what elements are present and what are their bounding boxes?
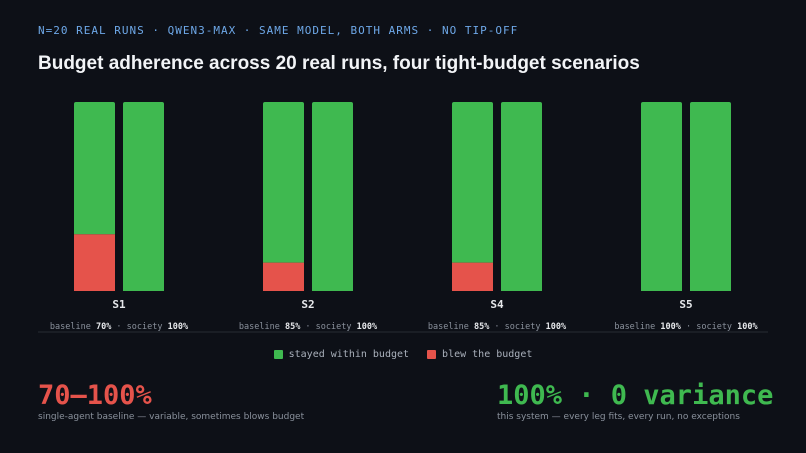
legend-label-blew: blew the budget bbox=[442, 349, 533, 360]
scenario-label-s2: S2 bbox=[301, 298, 314, 311]
scenario-note-s5: baseline 100% · society 100% bbox=[614, 322, 758, 332]
scenario-label-s4: S4 bbox=[490, 298, 504, 311]
s1-baseline-blew-bar bbox=[74, 234, 115, 291]
s2-society-within-bar bbox=[312, 102, 353, 291]
s4-baseline-within-bar bbox=[452, 102, 493, 263]
scenario-label-s1: S1 bbox=[112, 298, 126, 311]
scenario-label-s5: S5 bbox=[679, 298, 692, 311]
s2-baseline-within-bar bbox=[263, 102, 304, 263]
legend: stayed within budget blew the budget bbox=[0, 349, 806, 360]
legend-swatch-blew bbox=[427, 350, 437, 359]
system-stat-caption: this system — every leg fits, every run,… bbox=[497, 412, 740, 422]
legend-item-within: stayed within budget bbox=[273, 349, 410, 360]
scenario-note-s2: baseline 85% · society 100% bbox=[239, 322, 378, 332]
baseline-stat-value: 70–100% bbox=[38, 380, 152, 411]
chart-title: Budget adherence across 20 real runs, fo… bbox=[38, 53, 640, 74]
legend-item-blew: blew the budget bbox=[427, 349, 532, 360]
legend-label-within: stayed within budget bbox=[288, 349, 410, 360]
s5-society-within-bar bbox=[690, 102, 731, 291]
bar-chart: S1 baseline 70% · society 100% S2 baseline … bbox=[38, 102, 768, 333]
s5-baseline-within-bar bbox=[641, 102, 682, 291]
s4-society-within-bar bbox=[501, 102, 542, 291]
scenario-note-s1: baseline 70% · society 100% bbox=[50, 322, 189, 332]
s2-baseline-blew-bar bbox=[263, 262, 304, 291]
baseline-stat-caption: single-agent baseline — variable, someti… bbox=[38, 412, 305, 422]
scenario-note-s4: baseline 85% · society 100% bbox=[428, 322, 567, 332]
legend-swatch-within bbox=[273, 350, 283, 359]
kicker-subtitle: N=20 REAL RUNS · QWEN3-MAX · SAME MODEL,… bbox=[38, 24, 519, 37]
s1-baseline-within-bar bbox=[74, 102, 115, 235]
system-stat-value: 100% · 0 variance bbox=[497, 380, 774, 411]
s1-society-within-bar bbox=[123, 102, 164, 291]
s4-baseline-blew-bar bbox=[452, 262, 493, 291]
